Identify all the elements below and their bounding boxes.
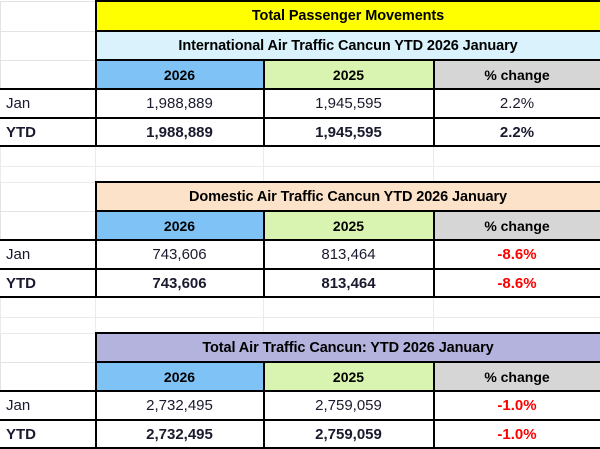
spacer-row [1,317,600,333]
table-row: Jan 2,732,495 2,759,059 -1.0% [1,391,600,420]
row-label-jan: Jan [1,89,96,118]
table-row: YTD 2,732,495 2,759,059 -1.0% [1,420,600,448]
cell-change: -8.6% [434,269,600,297]
cell-2025: 2,759,059 [264,420,434,448]
empty-cell [1,60,96,89]
column-header-2025[interactable]: 2025 [264,211,434,240]
section-banner-domestic: Domestic Air Traffic Cancun YTD 2026 Jan… [96,182,600,211]
empty-cell [1,362,96,391]
column-header-row-total: 2026 2025 % change [1,362,600,391]
cell-2026: 1,988,889 [96,89,264,118]
row-label-ytd: YTD [1,118,96,146]
cell-2025: 1,945,595 [264,118,434,146]
cell-change: 2.2% [434,89,600,118]
empty-cell [434,317,600,333]
row-label-ytd: YTD [1,269,96,297]
table-row: Jan 743,606 813,464 -8.6% [1,240,600,269]
section-banner-row-domestic: Domestic Air Traffic Cancun YTD 2026 Jan… [1,182,600,211]
empty-cell [434,297,600,317]
empty-cell [434,166,600,182]
cell-2026: 743,606 [96,240,264,269]
section-banner-row-total: Total Air Traffic Cancun: YTD 2026 Janua… [1,333,600,362]
main-title: Total Passenger Movements [96,1,600,31]
cell-change: -1.0% [434,420,600,448]
empty-cell [264,166,434,182]
main-title-row: Total Passenger Movements [1,1,600,31]
empty-cell [1,211,96,240]
empty-cell [96,317,264,333]
row-label-jan: Jan [1,391,96,420]
cell-2025: 1,945,595 [264,89,434,118]
section-banner-international: International Air Traffic Cancun YTD 202… [96,31,600,60]
empty-cell [1,317,96,333]
empty-cell [264,146,434,166]
empty-cell [1,146,96,166]
column-header-2025[interactable]: 2025 [264,362,434,391]
empty-cell [1,297,96,317]
table-row: YTD 1,988,889 1,945,595 2.2% [1,118,600,146]
table-row: Jan 1,988,889 1,945,595 2.2% [1,89,600,118]
empty-cell [96,297,264,317]
spacer-row [1,166,600,182]
column-header-change[interactable]: % change [434,211,600,240]
empty-cell [1,182,96,211]
cell-2026: 743,606 [96,269,264,297]
empty-cell [96,146,264,166]
cell-change: 2.2% [434,118,600,146]
cell-2025: 2,759,059 [264,391,434,420]
cell-change: -1.0% [434,391,600,420]
column-header-2026[interactable]: 2026 [96,60,264,89]
cell-2026: 2,732,495 [96,391,264,420]
cell-2025: 813,464 [264,240,434,269]
cell-2026: 1,988,889 [96,118,264,146]
column-header-2026[interactable]: 2026 [96,362,264,391]
column-header-2025[interactable]: 2025 [264,60,434,89]
empty-cell [264,297,434,317]
empty-cell [1,333,96,362]
spacer-row [1,146,600,166]
empty-cell [1,166,96,182]
empty-cell [1,1,96,31]
row-label-ytd: YTD [1,420,96,448]
column-header-row-domestic: 2026 2025 % change [1,211,600,240]
cell-change: -8.6% [434,240,600,269]
cell-2025: 813,464 [264,269,434,297]
empty-cell [1,31,96,60]
empty-cell [434,146,600,166]
table-row: YTD 743,606 813,464 -8.6% [1,269,600,297]
empty-cell [96,166,264,182]
spacer-row [1,297,600,317]
column-header-change[interactable]: % change [434,362,600,391]
column-header-row-international: 2026 2025 % change [1,60,600,89]
section-banner-total: Total Air Traffic Cancun: YTD 2026 Janua… [96,333,600,362]
empty-cell [264,317,434,333]
section-banner-row-international: International Air Traffic Cancun YTD 202… [1,31,600,60]
column-header-change[interactable]: % change [434,60,600,89]
cell-2026: 2,732,495 [96,420,264,448]
column-header-2026[interactable]: 2026 [96,211,264,240]
row-label-jan: Jan [1,240,96,269]
